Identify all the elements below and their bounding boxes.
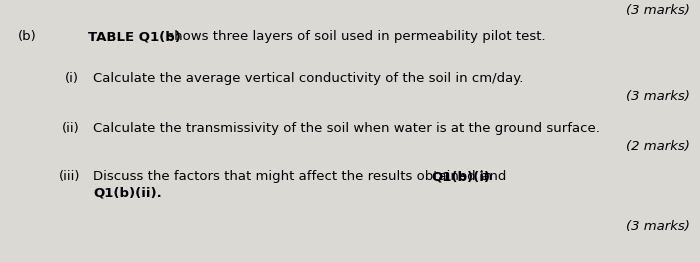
Text: Calculate the average vertical conductivity of the soil in cm/day.: Calculate the average vertical conductiv… bbox=[93, 72, 524, 85]
Text: TABLE Q1(b): TABLE Q1(b) bbox=[88, 30, 181, 43]
Text: (3 marks): (3 marks) bbox=[626, 220, 690, 233]
Text: (b): (b) bbox=[18, 30, 36, 43]
Text: (ii): (ii) bbox=[62, 122, 80, 135]
Text: (2 marks): (2 marks) bbox=[626, 140, 690, 153]
Text: (i): (i) bbox=[65, 72, 79, 85]
Text: (3 marks): (3 marks) bbox=[626, 90, 690, 103]
Text: Q1(b)(i): Q1(b)(i) bbox=[431, 170, 490, 183]
Text: Discuss the factors that might affect the results obtained in: Discuss the factors that might affect th… bbox=[93, 170, 496, 183]
Text: (3 marks): (3 marks) bbox=[626, 4, 690, 17]
Text: (iii): (iii) bbox=[59, 170, 80, 183]
Text: shows three layers of soil used in permeability pilot test.: shows three layers of soil used in perme… bbox=[163, 30, 545, 43]
Text: Q1(b)(ii).: Q1(b)(ii). bbox=[93, 187, 162, 200]
Text: and: and bbox=[477, 170, 506, 183]
Text: Calculate the transmissivity of the soil when water is at the ground surface.: Calculate the transmissivity of the soil… bbox=[93, 122, 600, 135]
